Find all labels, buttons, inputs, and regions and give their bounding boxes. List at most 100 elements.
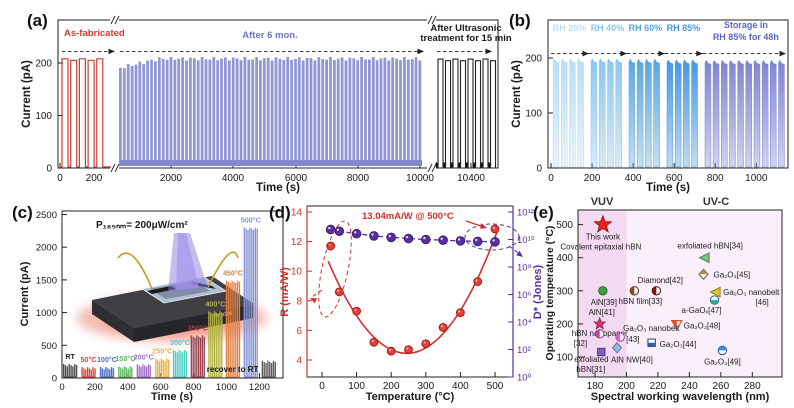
d-ytick-left: 12 [291,237,303,248]
a-xtick: 10000 [406,173,434,184]
d-responsivity-point [473,277,483,286]
b-xtick: 400 [625,173,642,184]
d-responsivity-point [490,224,500,234]
b-pulse-group [704,59,785,168]
e-point-label: Ga₂O₃[45] [714,270,751,279]
c-xtick: 1000 [216,382,237,393]
e-ylabel: Operating temperature (°C) [544,226,556,361]
e-point-label: [46] [755,298,768,307]
c-group-label: 200°C [134,352,154,361]
b-xtick: 1000 [745,173,768,184]
a-ylabel: Current (pA) [21,60,33,128]
panel-e-label: (e) [533,203,554,222]
c-pulse-group [208,311,223,378]
e-xlabel: Spectral working wavelength (nm) [591,391,770,403]
c-group-label: 100°C [97,355,117,364]
c-pulse-group [190,335,205,378]
panel-d-label: (d) [269,203,291,222]
b-pulse-group [590,58,622,168]
c-group-label: 300°C [170,338,190,347]
c-pulse-group [225,280,241,378]
d-responsivity-point [456,308,465,318]
c-pulse-group [136,364,151,378]
c-xtick: 600 [153,382,169,393]
d-responsivity-point [334,287,344,297]
c-group-label: 450°C [223,269,243,278]
a-xtick: 0 [57,173,63,184]
d-ylabel-right: D* (Jones) [532,264,544,319]
e-scatter-point: Ga₂O₃[49] [704,345,741,366]
a-xtick: 200 [86,173,103,184]
a-seg1-label: As-fabricated [64,28,125,39]
c-pulse-group [62,363,78,378]
e-scatter-point: a-GaOₓ[47] [682,295,722,315]
e-xtick: 200 [618,381,635,392]
c-ylabel: Current (pA) [19,261,31,326]
d-ytick-left: 4 [296,356,302,367]
e-point-label: AlN[39] [591,298,617,307]
e-scatter-point: hBN film[33] [619,286,662,306]
d-ytick-left: 14 [291,208,303,219]
c-pulse-group [99,367,115,378]
c-xtick: 800 [186,382,202,393]
e-point-label: Ga₂O₃ nanobelt [623,324,680,333]
c-xtick: 1200 [249,382,270,393]
c-inset-device: Heater [77,233,267,342]
b-ytick: 100 [525,109,542,120]
b-xlabel: Time (s) [646,182,690,194]
e-scatter-point: Ga₂O₃[48] [670,319,721,331]
c-group-label: RT [65,352,75,361]
d-ytick-right: 10⁰ [517,373,532,384]
e-scatter-point: Ga₂O₃ nanobelt [43] [615,324,680,344]
e-point-label: exfoliated [574,355,608,364]
e-point-label: This work [586,233,621,242]
b-pulse-group [666,59,698,168]
d-ytick-right: 10⁸ [517,263,532,274]
e-point-label: Ga₂O₃[48] [684,322,721,331]
e-ytick: 500 [556,220,573,231]
b-pulse-group [628,58,660,168]
a-ytick: 100 [35,111,52,122]
c-ytick: 0 [52,374,57,385]
e-point-label: Covalent epitaxial hBN [560,243,641,252]
e-point-label: exfoliated hBN[34] [677,242,742,251]
d-dstar-point [386,232,397,243]
a-xtick: 10400 [457,173,485,184]
a-seg3-label: After Ultrasonic [430,23,501,34]
e-point-label: AlN[41] [589,308,615,317]
d-responsivity-point [386,346,396,356]
panel-e-plot: VUV UV-C 100 200 300 400 500 180 200 220 240 260 280… [544,196,783,403]
e-ytick: 100 [556,353,573,364]
c-ytick: 500 [41,341,57,352]
c-group-label: 400°C [205,299,225,308]
a-xlabel: Time (s) [256,182,300,194]
a-xtick: 8000 [347,173,370,184]
a-seg3-label2: treatment for 15 min [420,33,512,44]
c-power-label: P₁₈₅ₙₘ= 200μW/cm² [96,220,188,231]
panel-d-plot: 4 6 8 10 12 14 10⁰ 10² 10⁴ 10⁶ 10⁸ 10¹⁰ 10¹² 0 100 200 3… [279,205,544,403]
e-scatter-point: hBN nanopaper[32] [572,329,628,348]
e-scatter-point: AlN NW[40] [611,341,653,365]
d-ytick-right: 10¹⁰ [517,235,535,246]
c-group-label: recover to RT [207,365,259,374]
b-group-label: Storage in [724,20,768,30]
c-group-label: 350°C [188,323,208,332]
b-group-label: RH 85% [667,23,701,33]
d-responsivity-point [438,323,448,332]
d-dstar-point [490,237,500,247]
b-ylabel: Current (pA) [511,60,523,128]
d-responsivity-point [404,345,413,355]
d-xtick: 400 [452,381,469,392]
a-pulse-train-6mon [119,56,422,167]
e-point-label: Ga₂O₃[44] [660,340,697,349]
d-ytick-left: 6 [296,326,302,337]
c-xtick: 0 [59,382,64,393]
c-ytick: 1500 [36,275,57,286]
e-scatter-point: AlN[39] [591,286,617,307]
e-scatter-point: Ga₂O₃ nanobelt[46] [709,286,780,307]
d-xtick: 500 [487,381,504,392]
c-pulse-group [261,360,276,378]
